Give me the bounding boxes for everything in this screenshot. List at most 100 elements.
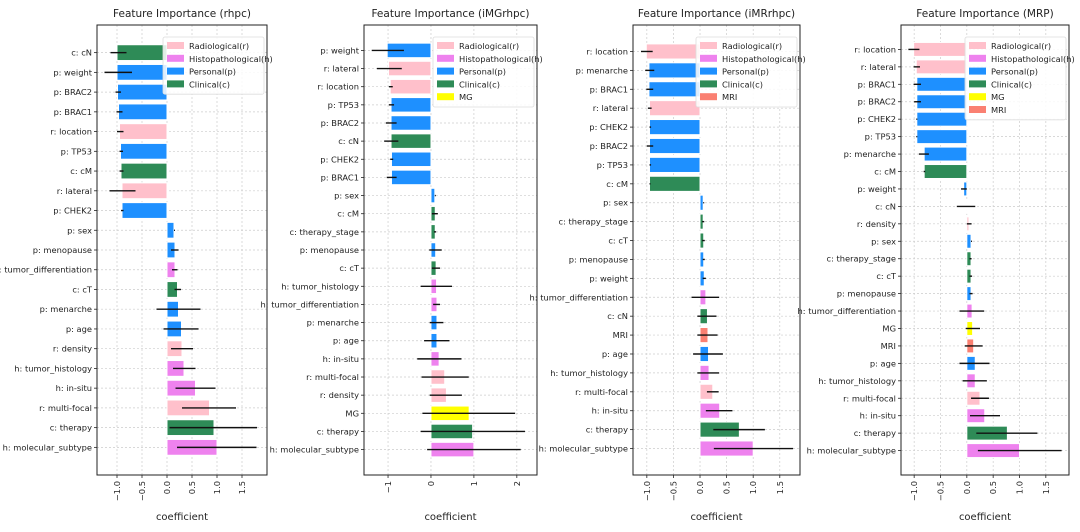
- bar: [915, 59, 968, 75]
- y-tick-label: p: CHEK2: [53, 206, 92, 216]
- y-tick-label: h: in-situ: [860, 411, 896, 421]
- x-tick-label: 1: [469, 481, 479, 486]
- axes-frame: [900, 24, 1070, 476]
- chart-panel-1: c: cN p: weight p: BRAC2 p: BRAC1 r: locatio…: [0, 8, 273, 523]
- y-tick-label: p: CHEK2: [320, 154, 359, 164]
- y-tick-label: c: cM: [70, 166, 92, 176]
- bar: [648, 62, 701, 79]
- y-tick-label: MG: [882, 323, 896, 333]
- bar: [119, 123, 168, 140]
- legend-label: MRI: [991, 105, 1006, 115]
- bar: [648, 119, 701, 136]
- legend-swatch: [969, 80, 986, 88]
- legend-label: Clinical(c): [722, 79, 763, 89]
- y-tick-label: r: location: [50, 127, 92, 137]
- legend-swatch: [700, 67, 717, 75]
- y-tick-label: h: molecular_subtype: [3, 442, 92, 452]
- legend-swatch: [969, 54, 986, 62]
- y-tick-label: c: cT: [72, 284, 93, 294]
- legend-label: Personal(p): [991, 67, 1038, 77]
- y-tick-label: h: molecular_subtype: [539, 444, 628, 454]
- y-tick-label: p: menopause: [300, 245, 359, 255]
- legend-swatch: [700, 80, 717, 88]
- y-tick-label: c: therapy: [586, 425, 628, 435]
- legend-swatch: [437, 93, 454, 101]
- bar: [916, 111, 968, 127]
- y-tick-label: p: sex: [603, 198, 628, 208]
- legend-label: Histopathological(h): [991, 54, 1075, 64]
- y-tick-label: c: therapy: [317, 426, 359, 436]
- legend-label: Personal(p): [722, 67, 769, 77]
- x-tick-label: 1.0: [212, 481, 222, 494]
- legend-swatch: [167, 54, 184, 62]
- y-tick-label: p: menopause: [837, 289, 896, 299]
- chart-title: Feature Importance (iMRrhpc): [638, 8, 795, 20]
- y-tick-label: p: BRAC2: [858, 97, 896, 107]
- legend: Radiological(r) Histopathological(h) Perso…: [695, 36, 806, 108]
- bar: [390, 151, 432, 168]
- y-tick-label: MRI: [881, 341, 896, 351]
- y-tick-label: p: sex: [871, 236, 896, 246]
- y-tick-label: h: tumor_differentiation: [530, 292, 628, 302]
- y-tick-label: r: location: [586, 46, 628, 56]
- legend-swatch: [437, 67, 454, 75]
- y-tick-label: p: CHEK2: [857, 114, 896, 124]
- y-tick-label: c: cN: [607, 311, 628, 321]
- y-tick-label: p: menarche: [844, 149, 896, 159]
- legend-swatch: [167, 42, 184, 49]
- y-tick-label: r: lateral: [593, 103, 628, 113]
- y-tick-label: h: in-situ: [323, 354, 359, 364]
- legend-label: Clinical(c): [991, 79, 1032, 89]
- legend: Radiological(r) Histopathological(h) Perso…: [432, 36, 543, 108]
- legend-label: Histopathological(h): [459, 54, 543, 64]
- legend-swatch: [437, 42, 454, 49]
- y-tick-label: r: density: [53, 344, 92, 354]
- y-tick-label: c: cM: [606, 179, 628, 189]
- y-tick-label: p: menarche: [40, 304, 92, 314]
- y-tick-label: p: menopause: [569, 254, 628, 264]
- bar: [966, 233, 972, 249]
- legend-box: [162, 36, 265, 95]
- x-tick-label: 1.5: [237, 481, 247, 494]
- bar: [389, 78, 432, 95]
- y-tick-label: p: weight: [53, 67, 92, 77]
- y-tick-label: r: lateral: [861, 62, 896, 72]
- bar: [916, 129, 968, 145]
- y-tick-label: p: age: [333, 336, 359, 346]
- x-tick-label: −1.0: [909, 481, 919, 501]
- legend-label: Radiological(r): [189, 41, 249, 51]
- y-tick-label: p: sex: [67, 225, 92, 235]
- bar: [916, 94, 968, 110]
- y-tick-label: r: lateral: [57, 186, 92, 196]
- bar: [390, 97, 432, 113]
- legend-label: MG: [991, 92, 1005, 102]
- y-tick-label: r: multi-focal: [575, 387, 628, 397]
- chart-panel-3: r: location p: menarche p: BRAC1 r: lateral…: [530, 8, 806, 523]
- legend-label: MRI: [722, 92, 737, 102]
- x-tick-label: 0.0: [962, 481, 972, 494]
- y-tick-label: MG: [345, 408, 359, 418]
- y-tick-label: h: tumor_histology: [818, 376, 896, 386]
- bar: [120, 142, 168, 160]
- x-tick-label: 1.0: [748, 481, 758, 494]
- y-tick-label: c: cT: [876, 271, 897, 281]
- y-tick-label: c: therapy: [50, 423, 92, 433]
- y-tick-label: h: tumor_histology: [281, 281, 359, 291]
- x-tick-label: 1.0: [1014, 481, 1024, 494]
- y-tick-label: c: cN: [875, 201, 896, 211]
- y-tick-label: r: multi-focal: [306, 372, 359, 382]
- legend-label: Histopathological(h): [189, 54, 273, 64]
- y-tick-label: p: age: [870, 358, 896, 368]
- x-tick-label: −1: [383, 481, 393, 493]
- y-tick-label: h: tumor_histology: [550, 368, 628, 378]
- legend-swatch: [969, 67, 986, 75]
- bar: [390, 115, 432, 131]
- bar: [117, 83, 168, 101]
- y-tick-label: r: multi-focal: [39, 403, 92, 413]
- y-tick-label: p: TP53: [61, 146, 92, 156]
- y-tick-label: p: age: [66, 324, 92, 334]
- y-tick-label: p: BRAC2: [590, 141, 628, 151]
- x-tick-label: 0.0: [695, 481, 705, 494]
- legend-label: Radiological(r): [459, 41, 519, 51]
